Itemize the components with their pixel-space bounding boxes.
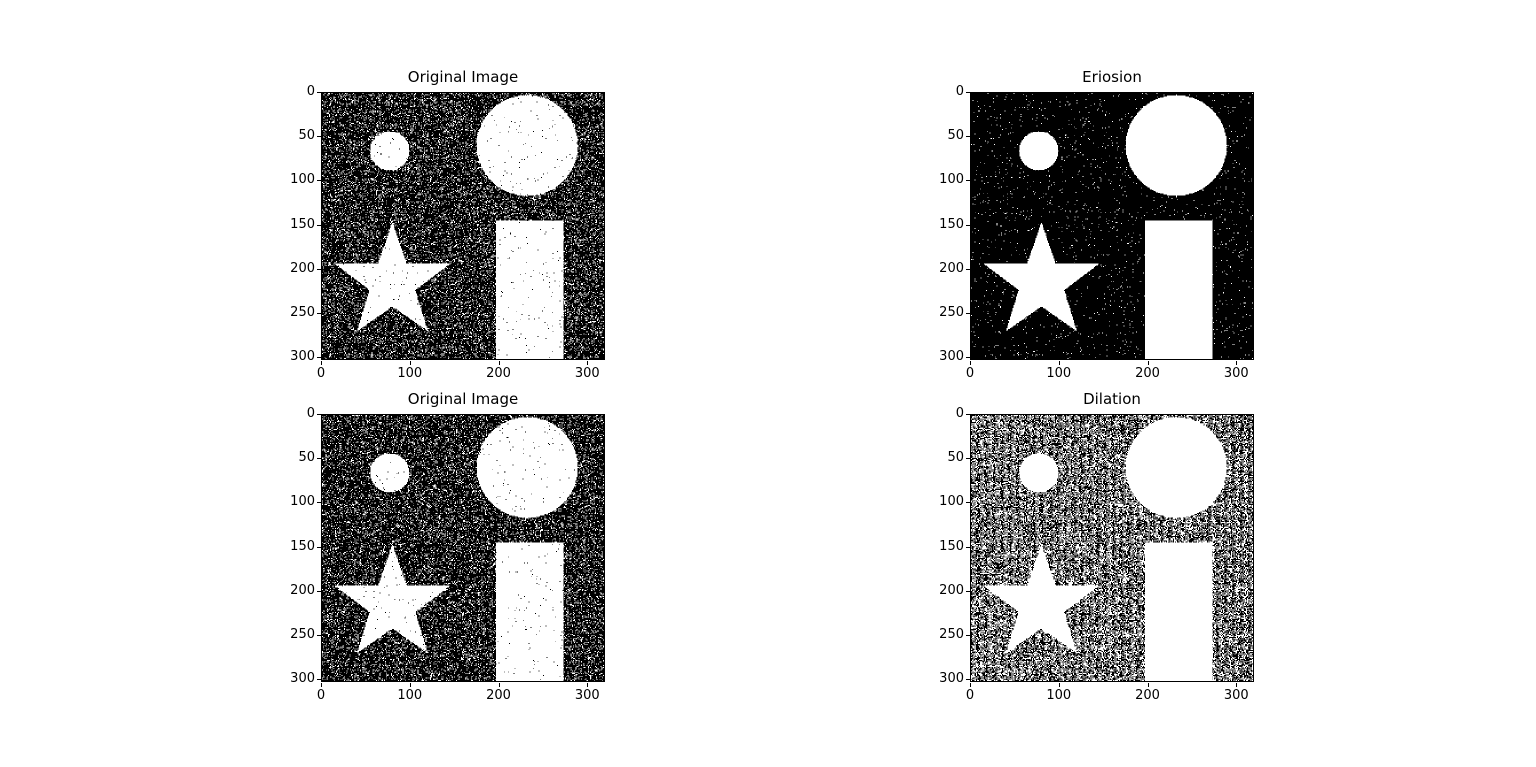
y-tick-label: 250 [930,306,970,320]
axes-frame [321,92,605,360]
panel-original-top: Original Image 0 50 100 150 200 250 300 0 100 20… [290,68,605,381]
x-tick-label: 100 [1039,361,1079,381]
axes-frame [970,92,1254,360]
x-tick-label: 200 [479,361,519,381]
y-tick-label: 200 [281,583,321,598]
y-tick-label: 150 [930,539,970,554]
y-tick-label: 100 [930,173,970,187]
y-tick-label: 0 [281,407,321,421]
y-tick-label: 300 [930,350,970,364]
y-tick-label: 150 [930,217,970,232]
y-tick-label: 200 [930,583,970,598]
y-tick-label: 100 [281,495,321,509]
y-tick-label: 0 [930,85,970,99]
y-tick-label: 300 [930,672,970,686]
x-tick-label: 300 [1216,683,1256,703]
y-tick-label: 50 [281,129,321,143]
panel-title: Original Image [407,390,519,408]
panel-title: Eriosion [1082,68,1142,86]
y-tick-label: 50 [281,451,321,465]
y-tick-label: 0 [930,407,970,421]
y-tick-label: 50 [930,451,970,465]
y-tick-label: 200 [930,261,970,276]
panel-dilation: Dilation 0 50 100 150 200 250 300 0 100 200 300 [939,390,1254,703]
y-tick-label: 0 [281,85,321,99]
x-tick-label: 200 [1128,361,1168,381]
axes-frame [970,414,1254,682]
x-tick-label: 300 [567,361,607,381]
y-tick-label: 250 [281,628,321,642]
x-tick-label: 0 [950,683,990,703]
dilation-image [970,414,1254,682]
panel-original-bottom: Original Image 0 50 100 150 200 250 300 0 100 20… [290,390,605,703]
y-tick-label: 100 [281,173,321,187]
y-tick-label: 150 [281,539,321,554]
y-tick-label: 100 [930,495,970,509]
panel-erosion: Eriosion 0 50 100 150 200 250 300 0 100 200 300 [939,68,1254,381]
axes-frame [321,414,605,682]
x-tick-label: 0 [950,361,990,381]
y-tick-label: 300 [281,350,321,364]
x-tick-label: 0 [301,361,341,381]
erosion-image [970,92,1254,360]
y-tick-label: 250 [930,628,970,642]
x-tick-label: 100 [390,683,430,703]
y-tick-label: 150 [281,217,321,232]
panel-title: Original Image [407,68,519,86]
x-tick-label: 300 [1216,361,1256,381]
y-tick-label: 200 [281,261,321,276]
x-tick-label: 200 [1128,683,1168,703]
x-tick-label: 300 [567,683,607,703]
panel-title: Dilation [1083,390,1141,408]
x-tick-label: 0 [301,683,341,703]
original-image-top [321,92,605,360]
x-tick-label: 200 [479,683,519,703]
x-tick-label: 100 [1039,683,1079,703]
original-image-bottom [321,414,605,682]
y-tick-label: 300 [281,672,321,686]
x-tick-label: 100 [390,361,430,381]
y-tick-label: 250 [281,306,321,320]
y-tick-label: 50 [930,129,970,143]
